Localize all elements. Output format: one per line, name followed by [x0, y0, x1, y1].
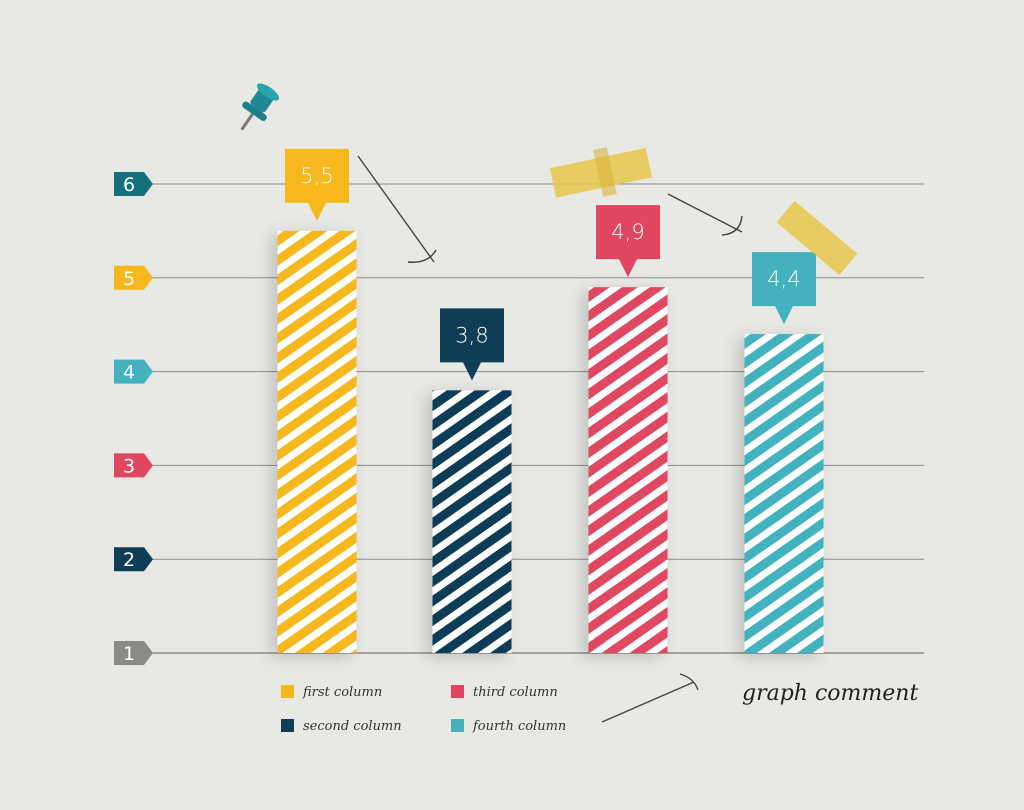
value-callout: 4,4: [752, 252, 816, 325]
y-tick-label: 6: [123, 174, 135, 196]
legend-item: second column: [281, 719, 402, 734]
arrow-icon: [601, 673, 699, 723]
bar-3: [588, 287, 668, 653]
y-tick-tag: 6: [114, 172, 153, 196]
y-tick-tag: 1: [114, 641, 153, 665]
y-tick-tag: 2: [114, 547, 153, 572]
bars: [277, 230, 824, 653]
tape-strip-icon: [776, 200, 858, 276]
bar-2: [432, 390, 512, 653]
legend-label: second column: [303, 719, 402, 734]
pushpin-icon: [240, 83, 280, 131]
legend-item: first column: [281, 685, 382, 700]
value-callout: 5,5: [285, 148, 349, 221]
y-tick-label: 2: [123, 549, 135, 571]
value-callout: 4,9: [596, 205, 660, 278]
y-tick-label: 4: [123, 362, 135, 384]
y-tick-tag: 4: [114, 359, 153, 384]
legend: first column second column third column fou…: [281, 685, 566, 734]
legend-label: first column: [302, 685, 382, 700]
value-label: 4,4: [767, 267, 800, 291]
value-label: 5,5: [300, 164, 333, 188]
legend-label: third column: [473, 685, 558, 700]
bar-1: [277, 230, 357, 653]
legend-item: fourth column: [451, 719, 566, 734]
tape-strip-icon: [549, 147, 653, 198]
bar-4: [744, 334, 824, 653]
value-callout: 3,8: [440, 308, 504, 381]
value-label: 4,9: [611, 220, 644, 244]
y-tick-label: 1: [123, 643, 135, 665]
y-tick-tag: 5: [114, 265, 153, 290]
y-axis-ticks: 1 2 3 4 5 6: [114, 172, 153, 665]
value-labels: 5,5 3,8 4,9 4,4: [285, 148, 816, 381]
y-tick-label: 5: [123, 268, 135, 290]
y-tick-label: 3: [123, 455, 135, 477]
graph-comment: graph comment: [742, 681, 918, 706]
y-tick-tag: 3: [114, 453, 153, 478]
arrow-icon: [357, 155, 437, 263]
arrow-icon: [667, 193, 743, 236]
legend-label: fourth column: [472, 719, 566, 734]
value-label: 3,8: [455, 323, 488, 347]
legend-item: third column: [451, 685, 558, 700]
